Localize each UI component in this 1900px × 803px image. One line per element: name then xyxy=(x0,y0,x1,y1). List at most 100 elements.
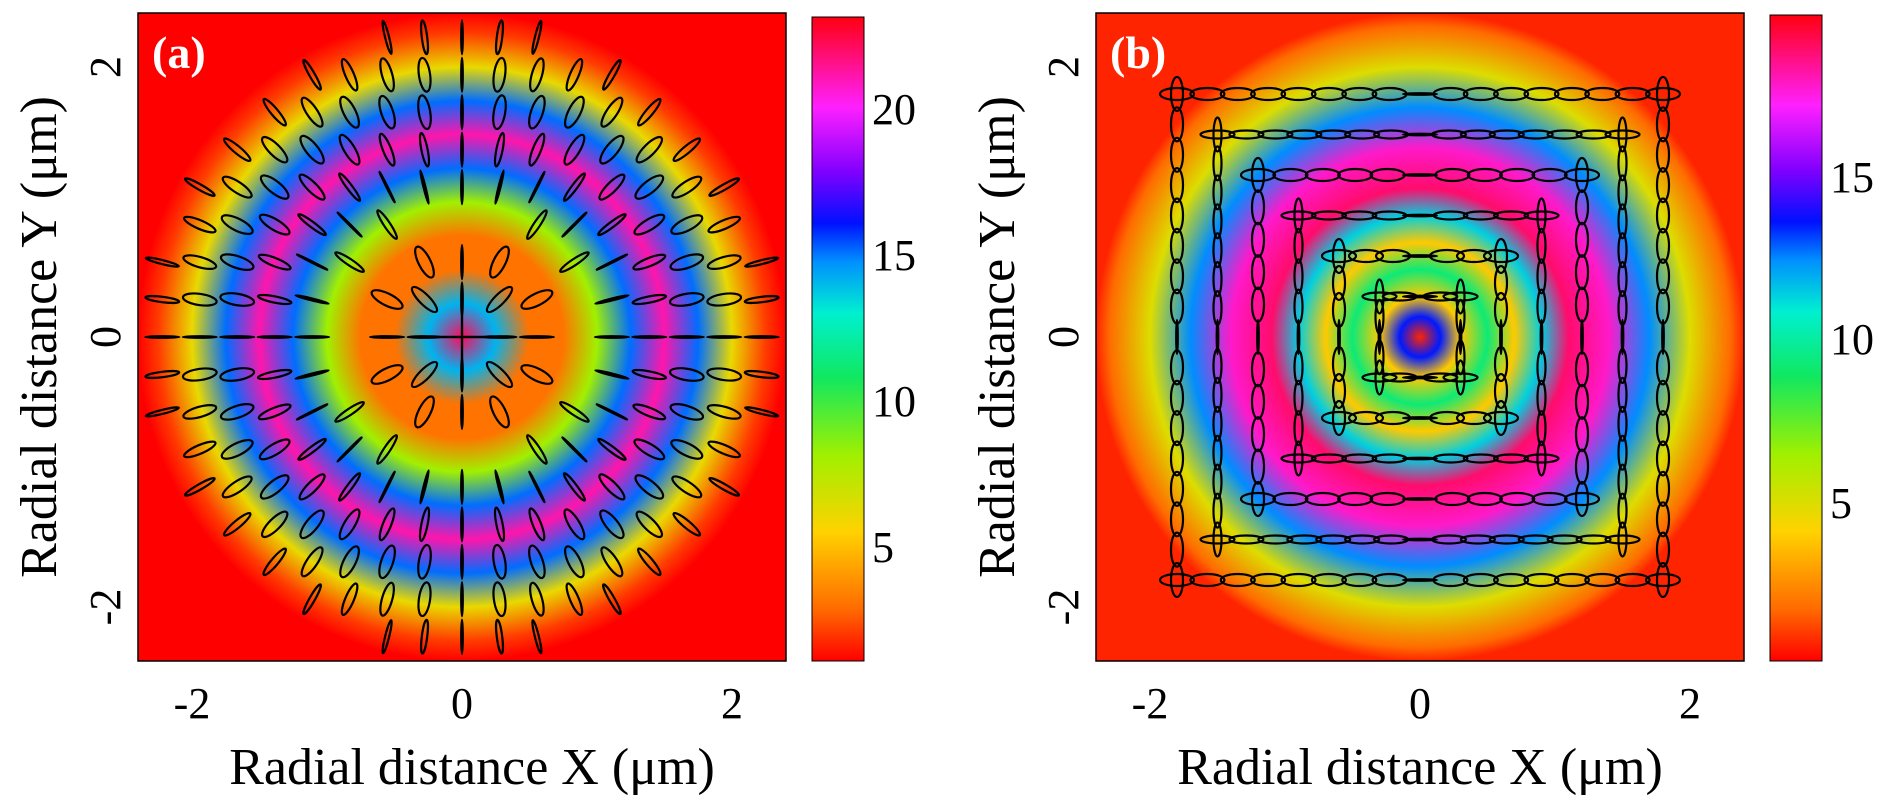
polarization-ellipse xyxy=(1482,248,1520,264)
polarization-ellipse xyxy=(1341,210,1378,221)
polarization-ellipse xyxy=(1574,416,1590,453)
y-tick-b-2: 2 xyxy=(1039,56,1088,78)
polarization-ellipse xyxy=(1250,189,1266,226)
polarization-ellipse xyxy=(379,581,395,617)
polarization-ellipse xyxy=(563,508,586,541)
polarization-ellipse xyxy=(1280,453,1317,464)
polarization-ellipse xyxy=(417,581,432,618)
polarization-ellipse xyxy=(1158,86,1196,102)
y-axis-label-b: Radial distance Y (μm) xyxy=(969,96,1026,578)
polarization-ellipse xyxy=(460,19,464,56)
plot-frame-a xyxy=(137,12,787,662)
polarization-ellipse xyxy=(181,335,218,339)
polarization-ellipse xyxy=(1343,129,1381,140)
polarization-ellipse xyxy=(1462,210,1499,221)
polarization-ellipse xyxy=(670,214,704,236)
polarization-ellipse xyxy=(1617,463,1628,500)
polarization-ellipse xyxy=(1546,129,1583,140)
polarization-ellipse xyxy=(1455,248,1493,264)
polarization-ellipse xyxy=(1499,318,1503,356)
polarization-ellipse xyxy=(262,97,288,127)
polarization-ellipse xyxy=(297,437,327,461)
polarization-ellipse xyxy=(494,169,505,205)
colorbar-a-tick-15: 15 xyxy=(872,231,916,280)
panel-label-a: (a) xyxy=(152,27,206,78)
polarization-ellipse xyxy=(1523,86,1560,102)
polarization-ellipse xyxy=(1310,86,1348,102)
polarization-ellipse xyxy=(144,335,181,339)
polarization-ellipse xyxy=(260,510,289,539)
polarization-ellipse xyxy=(1250,448,1266,485)
polarization-ellipse xyxy=(706,292,743,307)
polarization-ellipse xyxy=(1432,210,1469,221)
polarization-ellipse xyxy=(1574,156,1590,194)
polarization-ellipse xyxy=(338,472,362,502)
polarization-ellipse xyxy=(631,368,668,381)
polarization-ellipse xyxy=(1536,258,1547,295)
polarization-ellipse xyxy=(632,253,667,271)
polarization-ellipse xyxy=(1212,174,1223,211)
polarization-ellipse xyxy=(1617,145,1628,182)
polarization-ellipse xyxy=(1617,203,1628,240)
polarization-ellipse xyxy=(338,133,361,166)
polarization-ellipse xyxy=(1249,572,1287,588)
polarization-ellipse xyxy=(1341,86,1378,102)
polarization-ellipse xyxy=(1430,129,1468,140)
polarization-ellipse xyxy=(594,369,630,380)
polarization-ellipse xyxy=(1617,232,1628,269)
polarization-ellipse xyxy=(1575,534,1612,545)
polarization-ellipse xyxy=(1574,221,1590,258)
polarization-ellipse xyxy=(636,547,662,577)
polarization-ellipse xyxy=(1212,145,1223,182)
polarization-ellipse xyxy=(1293,440,1304,477)
polarization-ellipse xyxy=(1212,434,1223,471)
polarization-ellipse xyxy=(219,292,256,307)
polarization-ellipse xyxy=(528,544,546,580)
polarization-ellipse xyxy=(494,19,505,56)
polarization-ellipse xyxy=(1212,232,1223,269)
colorbar-b-tick-5: 5 xyxy=(1830,479,1852,528)
polarization-ellipse xyxy=(1199,129,1236,140)
polarization-ellipse xyxy=(1432,86,1469,102)
polarization-ellipse xyxy=(1604,129,1641,140)
polarization-ellipse xyxy=(1249,86,1287,102)
polarization-ellipse xyxy=(708,177,741,197)
polarization-ellipse xyxy=(1523,210,1560,221)
polarization-ellipse xyxy=(600,96,624,128)
polarization-ellipse xyxy=(1523,572,1560,588)
polarization-ellipse xyxy=(635,510,664,539)
polarization-ellipse xyxy=(559,401,590,423)
polarization-ellipse xyxy=(222,137,252,163)
polarization-ellipse xyxy=(1401,213,1439,218)
polarization-ellipse xyxy=(1574,254,1590,291)
polarization-ellipse xyxy=(1293,258,1304,295)
plot-frame-b xyxy=(1095,12,1745,662)
polarization-ellipse xyxy=(1212,492,1223,529)
polarization-ellipse xyxy=(1655,379,1671,416)
polarization-ellipse xyxy=(1531,167,1568,183)
polarization-ellipse xyxy=(1499,167,1536,183)
polarization-ellipse xyxy=(378,170,396,204)
polarization-ellipse xyxy=(295,403,329,421)
polarization-ellipse xyxy=(598,473,626,501)
colorbar-a-tick-20: 20 xyxy=(872,85,916,134)
polarization-ellipse xyxy=(1401,375,1439,380)
polarization-ellipse xyxy=(221,475,253,499)
x-axis-label-b: Radial distance X (μm) xyxy=(1177,739,1663,796)
polarization-ellipse xyxy=(526,434,548,465)
polarization-ellipse xyxy=(1517,129,1554,140)
polarization-ellipse xyxy=(417,543,432,580)
x-axis-label-a: Radial distance X (μm) xyxy=(229,739,715,796)
polarization-ellipse xyxy=(1331,399,1347,437)
polarization-ellipse xyxy=(1169,106,1185,143)
polarization-ellipse xyxy=(418,131,431,168)
polarization-ellipse xyxy=(220,214,254,236)
colorbar-a-tick-5: 5 xyxy=(872,523,894,572)
polarization-ellipse xyxy=(634,174,665,200)
polarization-ellipse xyxy=(259,174,290,200)
colorbar-a xyxy=(811,16,865,662)
polarization-ellipse xyxy=(1401,132,1439,137)
polarization-ellipse xyxy=(1401,92,1439,96)
polarization-ellipse xyxy=(1250,156,1266,194)
polarization-ellipse xyxy=(493,506,506,543)
